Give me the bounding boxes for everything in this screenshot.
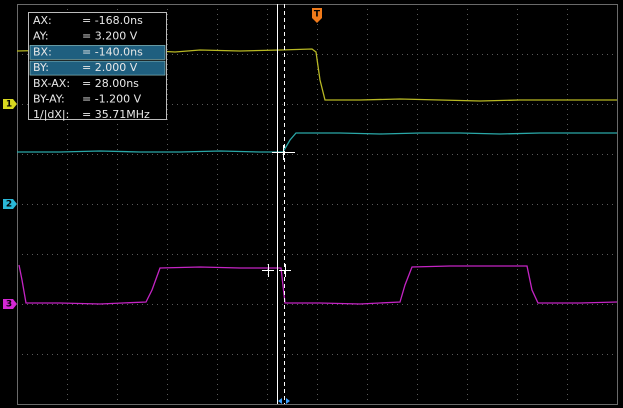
trigger-marker-shape xyxy=(312,8,322,23)
readout-highlight xyxy=(29,60,166,76)
cursor-crosshairs xyxy=(262,145,295,277)
readout-value: = -168.0ns xyxy=(82,14,143,27)
readout-highlight xyxy=(29,45,166,60)
channel-marker: 3 xyxy=(6,300,12,310)
channel-marker: 2 xyxy=(6,200,12,210)
readout-value: = -140.0ns xyxy=(82,45,143,58)
readout-value: = 3.200 V xyxy=(82,30,138,43)
ch1-marker-shape xyxy=(3,99,17,109)
channel-marker: 1 xyxy=(6,100,12,110)
graticule xyxy=(17,4,617,404)
readout-value: = 2.000 V xyxy=(82,61,138,74)
readout-label: 1/|dX|: xyxy=(33,108,69,121)
graticule-border xyxy=(17,4,618,405)
ch3-marker-shape xyxy=(3,299,17,309)
readout-label: AY: xyxy=(33,30,49,43)
readout-value: = 28.00ns xyxy=(82,77,139,90)
readout-label: BX: xyxy=(33,45,52,58)
readout-value: = -1.200 V xyxy=(82,93,142,106)
ch2-waveform xyxy=(17,132,617,153)
trigger-marker: T xyxy=(314,10,321,20)
readout-label: AX: xyxy=(33,14,52,27)
readout-label: BY: xyxy=(33,61,49,74)
ch2-marker-shape xyxy=(3,199,17,209)
cursor-readout: AX: = -168.0ns AY: = 3.200 V BX: = -140.0ns BY… xyxy=(28,12,167,121)
ch3-waveform xyxy=(18,264,618,305)
readout-label: BY-AY: xyxy=(33,93,65,106)
readout-value: = 35.71MHz xyxy=(82,108,150,121)
readout-label: BX-AX: xyxy=(33,77,70,90)
cursor-position-indicator xyxy=(278,398,290,404)
